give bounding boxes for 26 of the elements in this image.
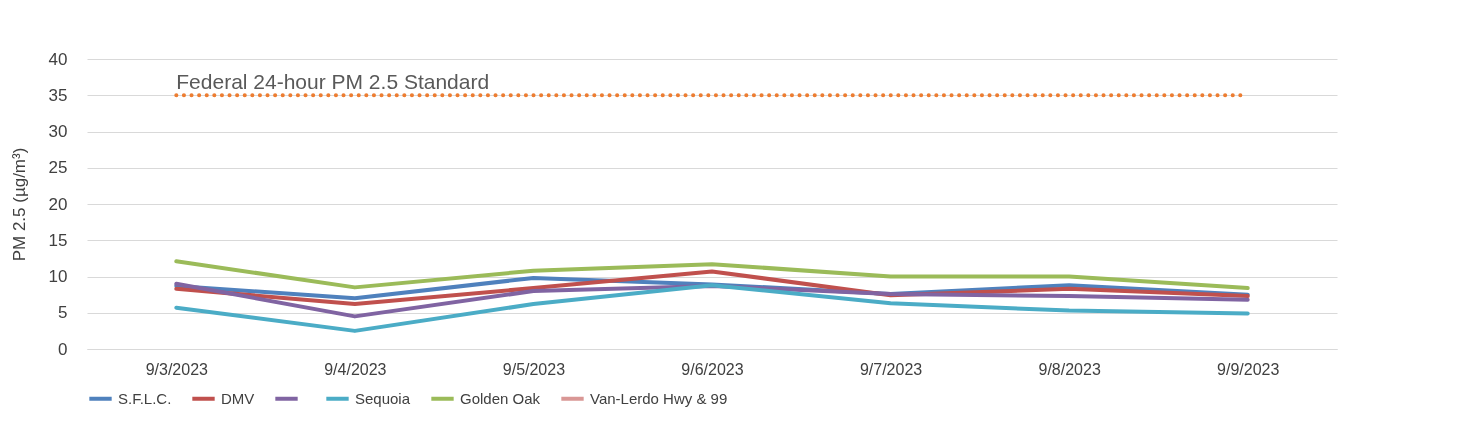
y-tick-label: 15 [48,230,68,250]
y-tick-label: 30 [48,122,68,141]
line-series [174,259,1250,291]
legend-label: S.F.L.C. [118,389,172,407]
x-tick-label: 9/7/2023 [859,360,923,378]
legend-label: Van-Lerdo Hwy & 99 [590,389,728,407]
x-tick-label: 9/4/2023 [324,360,387,378]
y-tick-label: 35 [48,85,68,105]
x-tick-label: 9/5/2023 [502,360,566,378]
y-tick-label: 40 [48,49,68,69]
x-tick-label: 9/6/2023 [681,360,744,378]
legend-label: Golden Oak [460,389,541,407]
ref-line-label: Federal 24-hour PM 2.5 Standard [176,70,490,94]
y-tick-label: 10 [48,267,68,286]
legend-label: Sequoia [355,389,411,407]
line-series [174,281,1250,319]
y-tick-label: 25 [48,158,68,178]
y-tick-label: 0 [58,339,68,359]
y-tick-label: 5 [58,303,68,323]
x-tick-label: 9/9/2023 [1217,360,1280,378]
legend-label: DMV [221,389,255,407]
line-series [174,283,1250,333]
y-axis-title: PM 2.5 (µg/m³) [9,147,29,262]
x-tick-label: 9/8/2023 [1038,360,1101,378]
x-tick-label: 9/3/2023 [145,360,209,378]
y-tick-label: 20 [48,194,68,214]
